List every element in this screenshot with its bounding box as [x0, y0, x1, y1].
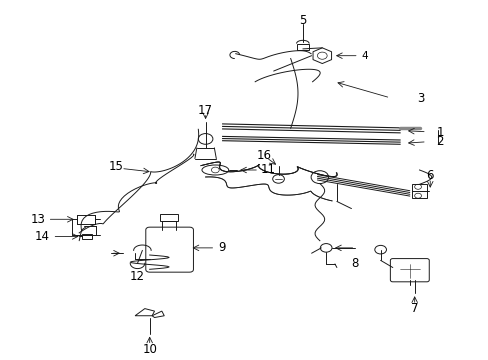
- Text: 7: 7: [410, 302, 418, 315]
- Text: 5: 5: [299, 14, 306, 27]
- Text: 1: 1: [436, 126, 443, 139]
- Bar: [77, 215, 95, 224]
- Text: 4: 4: [361, 51, 367, 61]
- Text: 8: 8: [351, 257, 358, 270]
- Text: 13: 13: [30, 213, 45, 226]
- Text: 10: 10: [142, 343, 157, 356]
- Text: 12: 12: [130, 270, 145, 283]
- Text: 2: 2: [436, 135, 443, 148]
- Text: 15: 15: [109, 160, 123, 173]
- Bar: [81, 234, 92, 239]
- Text: 16: 16: [256, 149, 271, 162]
- Text: 11: 11: [260, 163, 275, 176]
- Text: 3: 3: [416, 93, 424, 105]
- Text: 9: 9: [217, 241, 225, 255]
- Bar: [160, 214, 178, 221]
- Text: 17: 17: [198, 104, 213, 117]
- Text: 6: 6: [426, 169, 433, 182]
- Text: 14: 14: [35, 230, 50, 243]
- Bar: [296, 44, 308, 50]
